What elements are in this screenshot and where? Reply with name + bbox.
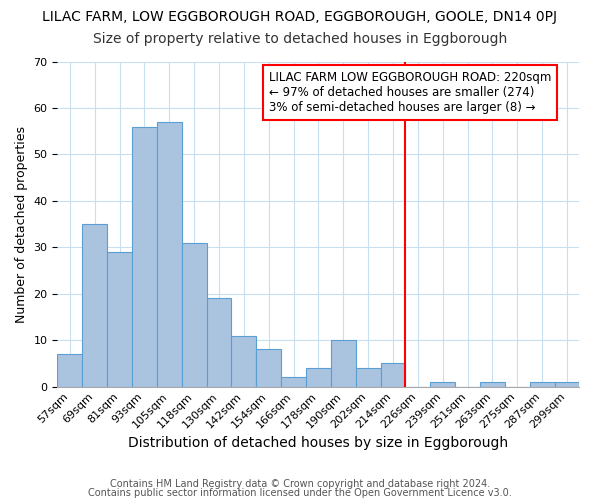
Y-axis label: Number of detached properties: Number of detached properties: [15, 126, 28, 322]
Bar: [281, 378, 306, 386]
X-axis label: Distribution of detached houses by size in Eggborough: Distribution of detached houses by size …: [128, 436, 508, 450]
Bar: [380, 364, 406, 386]
Bar: [58, 354, 82, 386]
Bar: [157, 122, 182, 386]
Bar: [356, 368, 380, 386]
Bar: [430, 382, 455, 386]
Text: Size of property relative to detached houses in Eggborough: Size of property relative to detached ho…: [93, 32, 507, 46]
Bar: [82, 224, 107, 386]
Bar: [232, 336, 256, 386]
Text: Contains public sector information licensed under the Open Government Licence v3: Contains public sector information licen…: [88, 488, 512, 498]
Bar: [530, 382, 554, 386]
Bar: [331, 340, 356, 386]
Text: Contains HM Land Registry data © Crown copyright and database right 2024.: Contains HM Land Registry data © Crown c…: [110, 479, 490, 489]
Bar: [306, 368, 331, 386]
Bar: [132, 126, 157, 386]
Bar: [554, 382, 580, 386]
Bar: [480, 382, 505, 386]
Text: LILAC FARM, LOW EGGBOROUGH ROAD, EGGBOROUGH, GOOLE, DN14 0PJ: LILAC FARM, LOW EGGBOROUGH ROAD, EGGBORO…: [43, 10, 557, 24]
Text: LILAC FARM LOW EGGBOROUGH ROAD: 220sqm
← 97% of detached houses are smaller (274: LILAC FARM LOW EGGBOROUGH ROAD: 220sqm ←…: [269, 71, 551, 114]
Bar: [182, 242, 206, 386]
Bar: [256, 350, 281, 387]
Bar: [107, 252, 132, 386]
Bar: [206, 298, 232, 386]
